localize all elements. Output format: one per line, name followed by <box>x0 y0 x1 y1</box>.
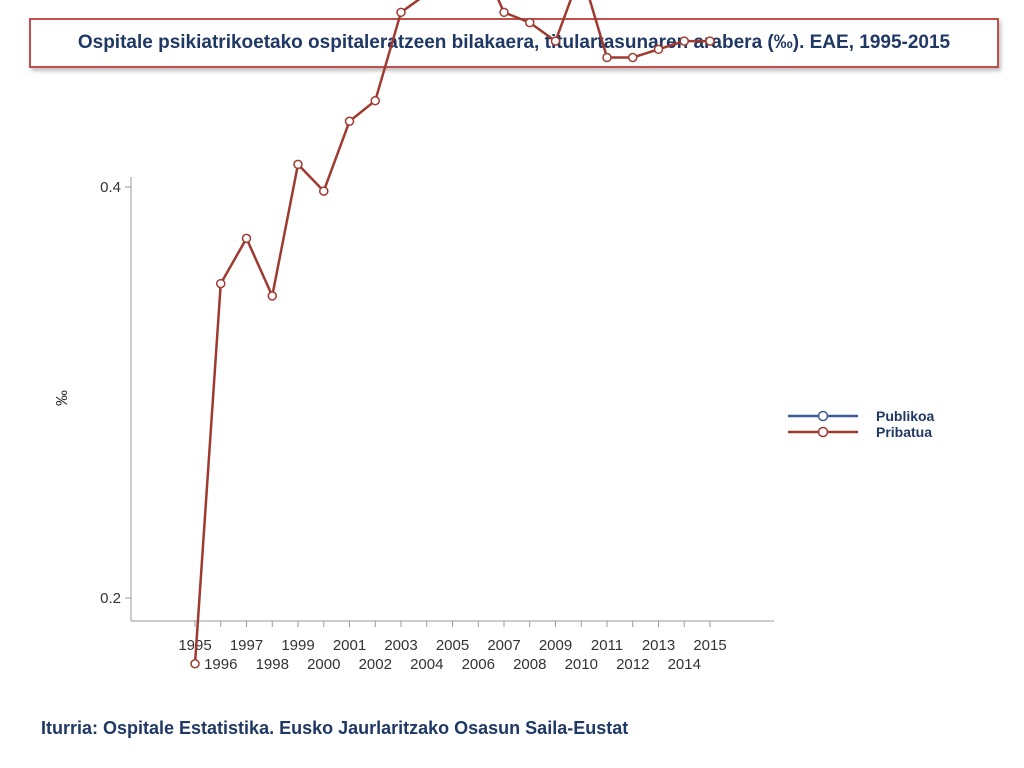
data-point-pribatua <box>705 36 715 46</box>
x-tick-label: 2007 <box>487 637 520 654</box>
source-note: Iturria: Ospitale Estatistika. Eusko Jau… <box>41 718 629 738</box>
x-tick-label: 2013 <box>642 637 675 654</box>
x-tick-label: 2012 <box>616 656 649 673</box>
chart-title-box: Ospitale psikiatrikoetako ospitaleratzee… <box>29 18 999 68</box>
data-point-pribatua <box>653 44 664 55</box>
x-tick-label: 1996 <box>204 656 237 673</box>
data-point-pribatua <box>344 116 355 126</box>
x-tick-label: 2000 <box>307 656 340 673</box>
x-tick-label: 1998 <box>256 656 289 673</box>
y-tick-label: 0.2 <box>100 590 121 607</box>
data-point-pribatua <box>216 278 226 289</box>
x-tick-label: 2001 <box>333 637 366 654</box>
chart-title: Ospitale psikiatrikoetako ospitaleratzee… <box>77 32 951 53</box>
legend-label-publikoa: Publikoa <box>876 408 935 424</box>
y-tick-label: 0.4 <box>100 179 121 196</box>
x-tick-label: 2014 <box>668 656 701 673</box>
data-point-pribatua <box>319 186 329 196</box>
data-point-pribatua <box>628 52 638 63</box>
data-point-pribatua <box>370 95 380 106</box>
data-point-pribatua <box>267 291 277 301</box>
data-point-pribatua <box>499 7 509 18</box>
data-point-pribatua <box>550 36 561 46</box>
legend-marker-publikoa <box>817 410 829 422</box>
x-tick-label: 2003 <box>384 637 417 654</box>
x-tick-label: 2009 <box>539 637 572 654</box>
data-point-pribatua <box>241 233 252 244</box>
legend-label-pribatua: Pribatua <box>876 424 932 440</box>
x-tick-label: 2015 <box>693 637 726 654</box>
data-point-pribatua <box>190 659 200 669</box>
x-tick-label: 2005 <box>436 637 469 654</box>
legend-marker-pribatua <box>817 426 829 438</box>
data-point-pribatua <box>602 52 612 63</box>
y-axis-label: ‰ <box>54 390 71 406</box>
x-tick-label: 2004 <box>410 656 443 673</box>
data-point-pribatua <box>525 17 535 28</box>
data-point-pribatua <box>396 7 406 18</box>
x-tick-label: 2008 <box>513 656 546 673</box>
data-point-pribatua <box>679 36 689 46</box>
x-tick-label: 1997 <box>230 637 263 654</box>
x-tick-label: 2002 <box>359 656 392 673</box>
x-tick-label: 1999 <box>281 637 314 654</box>
series-line-pribatua <box>193 0 710 664</box>
x-tick-label: 2011 <box>591 637 623 654</box>
data-point-pribatua <box>293 159 303 170</box>
x-tick-label: 2006 <box>462 656 495 673</box>
x-tick-label: 2010 <box>565 656 598 673</box>
